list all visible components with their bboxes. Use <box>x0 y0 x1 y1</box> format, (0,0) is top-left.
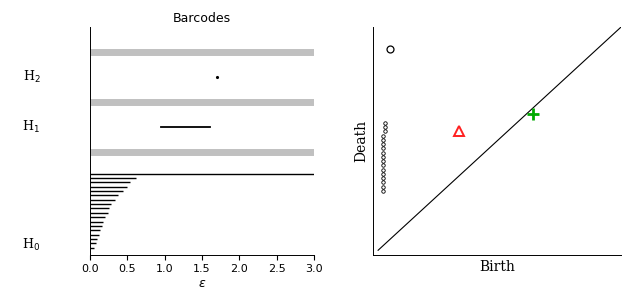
Text: H$_1$: H$_1$ <box>22 119 40 135</box>
X-axis label: ε: ε <box>198 277 205 290</box>
Y-axis label: Death: Death <box>354 120 368 162</box>
Title: Barcodes: Barcodes <box>173 12 231 25</box>
Text: H$_0$: H$_0$ <box>22 237 40 253</box>
X-axis label: Birth: Birth <box>479 260 515 274</box>
Text: H$_2$: H$_2$ <box>22 69 40 85</box>
